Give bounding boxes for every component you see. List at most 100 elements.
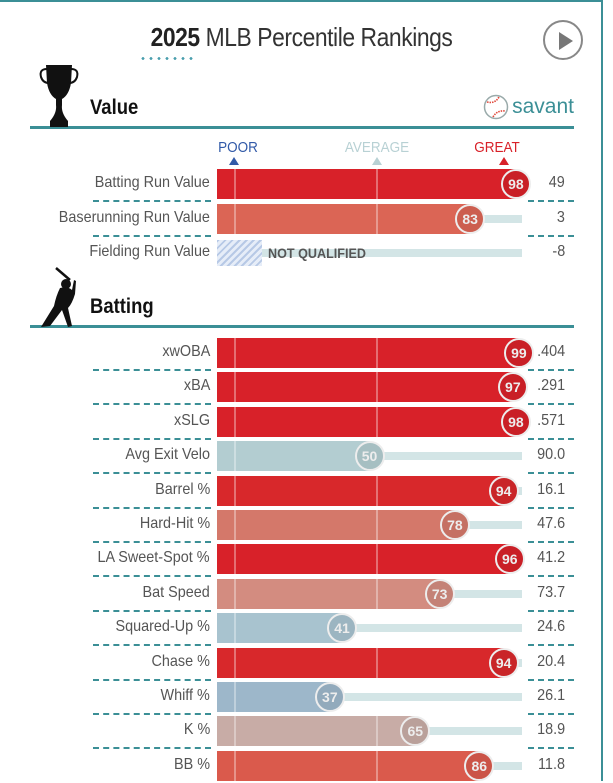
metric-row[interactable]: Batting Run Value 98 49 [0,167,603,202]
poor-gridline [234,510,236,540]
percentile-bar [217,203,471,234]
metric-label: Avg Exit Velo [125,446,210,464]
metric-label: K % [183,721,210,739]
percentile-bar [217,169,516,199]
metric-row[interactable]: Chase % 94 20.4 [0,646,603,681]
metric-label: xwOBA [161,343,210,360]
trophy-icon [38,63,80,134]
row-divider [528,437,574,440]
metric-value: 24.6 [536,618,565,636]
percentile-bubble: 83 [455,203,486,234]
poor-gridline [234,203,236,234]
metric-row[interactable]: Avg Exit Velo 50 90.0 [0,439,603,475]
percentile-bar [217,372,513,403]
metric-label: xBA [183,377,210,395]
legend-poor: POOR [218,139,258,156]
metric-row[interactable]: Fielding Run Value NOT QUALIFIED -8 [0,236,603,270]
row-divider [93,747,211,750]
metric-row[interactable]: Whiff % 37 26.1 [0,680,603,715]
percentile-bubble: 86 [464,750,495,781]
metric-row[interactable]: LA Sweet-Spot % 96 41.2 [0,542,603,578]
percentile-bar [217,682,330,712]
row-divider [93,575,211,578]
metric-label: Bat Speed [142,583,210,601]
metric-row[interactable]: xBA 97 .291 [0,370,603,406]
metric-row[interactable]: Barrel % 94 16.1 [0,474,603,509]
percentile-bubble: 94 [488,647,519,678]
metric-label: Fielding Run Value [89,243,210,260]
percentile-bar [217,441,370,472]
average-gridline [375,203,378,234]
metric-row[interactable]: Squared-Up % 41 24.6 [0,611,603,647]
percentile-bubble: 37 [314,682,345,712]
metric-value: 16.1 [536,480,565,498]
percentile-bubble: 41 [327,613,358,644]
average-gridline [375,647,378,678]
row-divider [528,575,574,578]
row-divider [93,541,211,543]
percentile-track [217,624,522,633]
percentile-bubble: 94 [488,475,519,506]
poor-gridline [234,647,236,678]
metric-label: BB % [173,755,210,773]
average-gridline [375,475,378,506]
row-divider [528,200,574,202]
metric-row[interactable]: Baserunning Run Value 83 3 [0,202,603,237]
percentile-bubble: 98 [500,169,531,199]
section-title-batting: Batting [90,295,154,318]
legend-great: GREAT [474,139,520,156]
section-header-value: Value savant [30,65,574,129]
row-divider [528,541,574,543]
row-divider [528,234,574,237]
baseball-icon [483,94,509,120]
average-gridline [375,544,378,575]
savant-label: savant [512,95,574,118]
metric-row[interactable]: Bat Speed 73 73.7 [0,577,603,612]
row-divider [93,609,211,612]
row-divider [93,369,211,371]
percentile-bubble: 99 [503,338,534,368]
percentile-bar [217,338,519,368]
metric-value: 49 [548,174,565,191]
percentile-bubble: 98 [500,406,531,437]
row-divider [93,472,211,475]
row-divider [528,506,574,509]
metric-value: 26.1 [536,687,565,704]
not-qualified-hatch [217,240,262,266]
section-title-value: Value [90,96,139,119]
percentile-bar [217,750,480,781]
average-gridline [375,338,378,368]
legend-average-marker [372,157,382,165]
metric-value: 11.8 [538,755,565,773]
metric-value: .291 [536,377,565,395]
percentile-bubble: 96 [494,544,525,575]
poor-gridline [234,441,236,472]
row-divider [93,506,211,509]
metric-row[interactable]: xSLG 98 .571 [0,405,603,440]
metric-value: 18.9 [536,721,565,739]
metric-label: Chase % [151,652,210,670]
poor-gridline [234,372,236,403]
percentile-bubble: 78 [439,510,470,540]
row-divider [528,609,574,612]
metric-row[interactable]: K % 65 18.9 [0,714,603,750]
metric-row[interactable]: xwOBA 99.404 [0,336,603,371]
row-divider [93,200,211,202]
percentile-bar [217,647,504,678]
poor-gridline [234,338,236,368]
legend-poor-marker [229,157,239,165]
title-year: 2025 [150,22,201,52]
metric-value: .404 [536,343,565,360]
metric-label: Hard-Hit % [139,515,210,532]
percentile-bar [217,475,504,506]
poor-gridline [234,682,236,712]
poor-gridline [234,406,236,437]
metric-row[interactable]: BB % 86 11.8 [0,749,603,783]
row-divider [528,747,574,750]
title-dots [139,57,195,60]
play-icon[interactable] [543,20,583,60]
savant-logo[interactable]: savant [483,94,574,120]
metric-label: Whiff % [160,687,210,704]
metric-row[interactable]: Hard-Hit % 78 47.6 [0,508,603,543]
